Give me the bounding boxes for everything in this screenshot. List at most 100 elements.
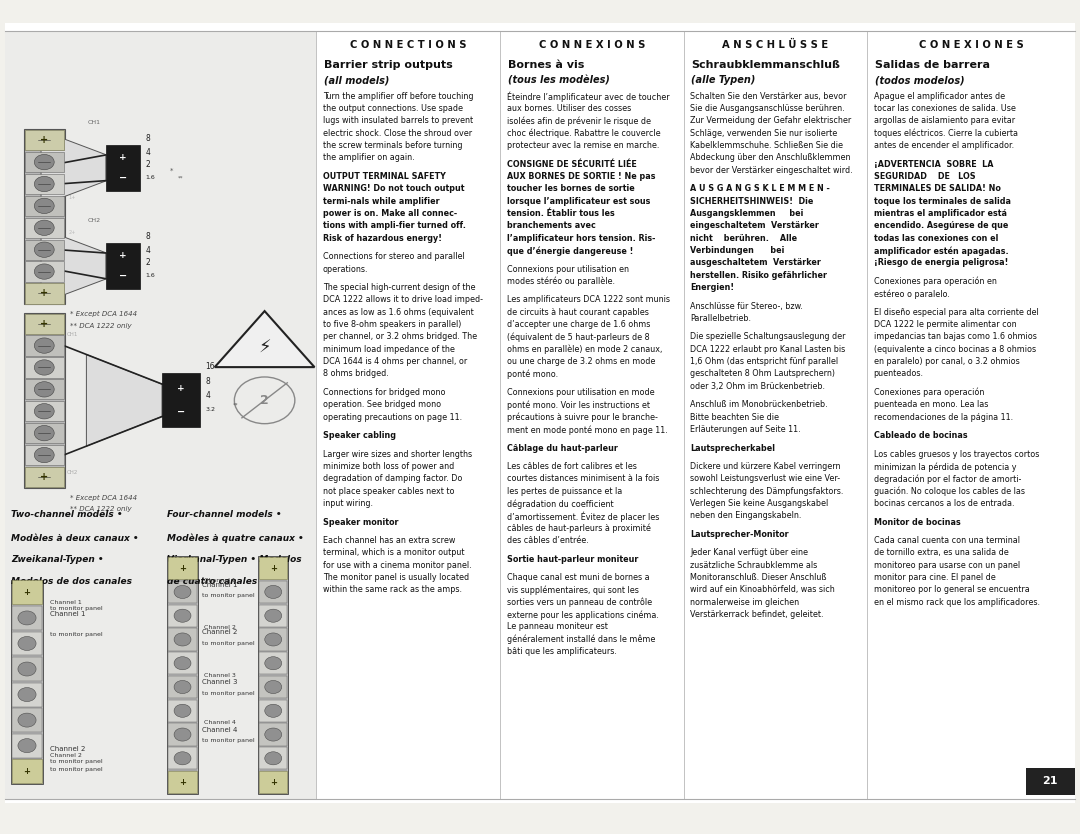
Text: Ausgangsklemmen     bei: Ausgangsklemmen bei: [690, 209, 804, 218]
Circle shape: [18, 687, 36, 701]
Text: Modèles à deux canaux •: Modèles à deux canaux •: [11, 534, 138, 543]
Text: guación. No coloque los cables de las: guación. No coloque los cables de las: [874, 487, 1025, 496]
FancyBboxPatch shape: [25, 423, 64, 444]
Circle shape: [35, 425, 54, 441]
Text: bevor der Verstärker eingeschaltet wird.: bevor der Verstärker eingeschaltet wird.: [690, 166, 853, 175]
Circle shape: [174, 681, 191, 694]
FancyBboxPatch shape: [24, 313, 65, 488]
FancyBboxPatch shape: [168, 771, 197, 793]
FancyBboxPatch shape: [162, 374, 200, 427]
Text: to monitor panel: to monitor panel: [202, 641, 255, 646]
Text: Channel 1: Channel 1: [204, 578, 235, 582]
Text: branchements avec: branchements avec: [507, 221, 595, 230]
FancyBboxPatch shape: [259, 605, 287, 627]
Circle shape: [265, 656, 282, 670]
Text: SEGURIDAD    DE   LOS: SEGURIDAD DE LOS: [874, 172, 975, 181]
FancyBboxPatch shape: [12, 580, 42, 605]
Text: des câbles d’entrée.: des câbles d’entrée.: [507, 536, 589, 545]
FancyBboxPatch shape: [259, 724, 287, 746]
FancyBboxPatch shape: [259, 580, 287, 603]
Text: tension. Établir tous les: tension. Établir tous les: [507, 209, 615, 218]
Text: Verbindungen      bei: Verbindungen bei: [690, 246, 784, 255]
Text: electric shock. Close the shroud over: electric shock. Close the shroud over: [323, 128, 472, 138]
Circle shape: [265, 681, 282, 694]
FancyBboxPatch shape: [168, 700, 197, 722]
Text: Chaque canal est muni de bornes a: Chaque canal est muni de bornes a: [507, 573, 649, 582]
Text: monitoreo por lo general se encuentra: monitoreo por lo general se encuentra: [874, 585, 1029, 595]
FancyBboxPatch shape: [12, 657, 42, 681]
Text: Turn the amplifier off before touching: Turn the amplifier off before touching: [323, 92, 473, 101]
FancyBboxPatch shape: [25, 467, 64, 487]
FancyBboxPatch shape: [25, 130, 64, 150]
Text: Erläuterungen auf Seite 11.: Erläuterungen auf Seite 11.: [690, 425, 800, 434]
Text: A N S C H L Ü S S E: A N S C H L Ü S S E: [723, 40, 828, 50]
Text: DCA 1644 is 4 ohms per channel, or: DCA 1644 is 4 ohms per channel, or: [323, 357, 468, 366]
Text: 2: 2: [146, 258, 150, 267]
FancyBboxPatch shape: [168, 676, 197, 698]
Text: +: +: [179, 777, 186, 786]
FancyBboxPatch shape: [167, 556, 198, 794]
Text: normalerweise im gleichen: normalerweise im gleichen: [690, 598, 799, 607]
Text: Éteindre l’amplificateur avec de toucher: Éteindre l’amplificateur avec de toucher: [507, 92, 670, 103]
Text: 1.6: 1.6: [146, 274, 156, 279]
Text: en el mismo rack que los amplificadores.: en el mismo rack que los amplificadores.: [874, 598, 1040, 607]
Text: +: +: [24, 766, 30, 776]
Text: Channel 2: Channel 2: [50, 746, 85, 752]
Text: d’accepter une charge de 1.6 ohms: d’accepter une charge de 1.6 ohms: [507, 320, 650, 329]
Text: Connexions pour utilisation en mode: Connexions pour utilisation en mode: [507, 388, 654, 397]
Circle shape: [35, 264, 54, 279]
Text: Les amplificateurs DCA 1222 sont munis: Les amplificateurs DCA 1222 sont munis: [507, 295, 670, 304]
FancyBboxPatch shape: [168, 747, 197, 769]
Circle shape: [18, 713, 36, 727]
Text: (alle Typen): (alle Typen): [691, 75, 756, 85]
FancyBboxPatch shape: [12, 708, 42, 732]
Text: to monitor panel: to monitor panel: [202, 593, 255, 598]
Text: −: −: [119, 271, 127, 281]
Text: Parallelbetrieb.: Parallelbetrieb.: [690, 314, 751, 323]
FancyBboxPatch shape: [25, 152, 64, 173]
FancyBboxPatch shape: [25, 196, 64, 216]
Text: +: +: [40, 289, 49, 299]
Text: terminal, which is a monitor output: terminal, which is a monitor output: [323, 549, 464, 557]
Text: CH2: CH2: [87, 218, 100, 223]
FancyBboxPatch shape: [168, 557, 197, 579]
Text: argollas de aislamiento para evitar: argollas de aislamiento para evitar: [874, 117, 1015, 125]
Text: Schalten Sie den Verstärker aus, bevor: Schalten Sie den Verstärker aus, bevor: [690, 92, 847, 101]
Text: to monitor panel: to monitor panel: [50, 767, 103, 772]
Text: monitor para cine. El panel de: monitor para cine. El panel de: [874, 573, 996, 582]
Text: OUTPUT TERMINAL SAFETY: OUTPUT TERMINAL SAFETY: [323, 172, 446, 181]
Text: Dickere und kürzere Kabel verringern: Dickere und kürzere Kabel verringern: [690, 462, 840, 471]
Circle shape: [18, 662, 36, 676]
Text: CH1: CH1: [67, 332, 78, 336]
Text: Bornes à vis: Bornes à vis: [508, 60, 584, 70]
Text: Modèles à quatre canaux •: Modèles à quatre canaux •: [167, 534, 305, 543]
Text: puenteados.: puenteados.: [874, 369, 923, 379]
Circle shape: [35, 359, 54, 375]
Circle shape: [265, 776, 282, 789]
Text: tocar las conexiones de salida. Use: tocar las conexiones de salida. Use: [874, 104, 1015, 113]
Text: Schläge, verwenden Sie nur isolierte: Schläge, verwenden Sie nur isolierte: [690, 128, 837, 138]
Text: (all models): (all models): [324, 75, 390, 85]
Text: sorties vers un panneau de contrôle: sorties vers un panneau de contrôle: [507, 598, 651, 607]
Text: Lautsprecher-Monitor: Lautsprecher-Monitor: [690, 530, 788, 539]
Text: oder 3,2 Ohm im Brückenbetrieb.: oder 3,2 Ohm im Brückenbetrieb.: [690, 382, 825, 391]
Text: Channel 3: Channel 3: [204, 673, 237, 677]
Text: vis supplémentaires, qui sont les: vis supplémentaires, qui sont les: [507, 585, 638, 595]
Text: Energien!: Energien!: [690, 283, 734, 292]
Circle shape: [35, 316, 54, 331]
Text: DCA 1222 allows it to drive load imped-: DCA 1222 allows it to drive load imped-: [323, 295, 483, 304]
Text: input wiring.: input wiring.: [323, 499, 373, 508]
Text: +: +: [40, 319, 49, 329]
Text: 21: 21: [1042, 776, 1058, 786]
Text: 1.6: 1.6: [146, 175, 156, 180]
Text: Sortie haut-parleur moniteur: Sortie haut-parleur moniteur: [507, 555, 638, 564]
Text: l’amplificateur hors tension. Ris-: l’amplificateur hors tension. Ris-: [507, 234, 654, 243]
Text: Channel 2: Channel 2: [202, 630, 238, 636]
Text: minimum load impedance of the: minimum load impedance of the: [323, 344, 455, 354]
Text: (tous les modèles): (tous les modèles): [508, 75, 609, 85]
Polygon shape: [215, 311, 314, 367]
Text: ances as low as 1.6 ohms (equivalent: ances as low as 1.6 ohms (equivalent: [323, 308, 474, 317]
FancyBboxPatch shape: [259, 629, 287, 651]
Circle shape: [35, 220, 54, 235]
Text: Four-channel models •: Four-channel models •: [167, 510, 282, 520]
